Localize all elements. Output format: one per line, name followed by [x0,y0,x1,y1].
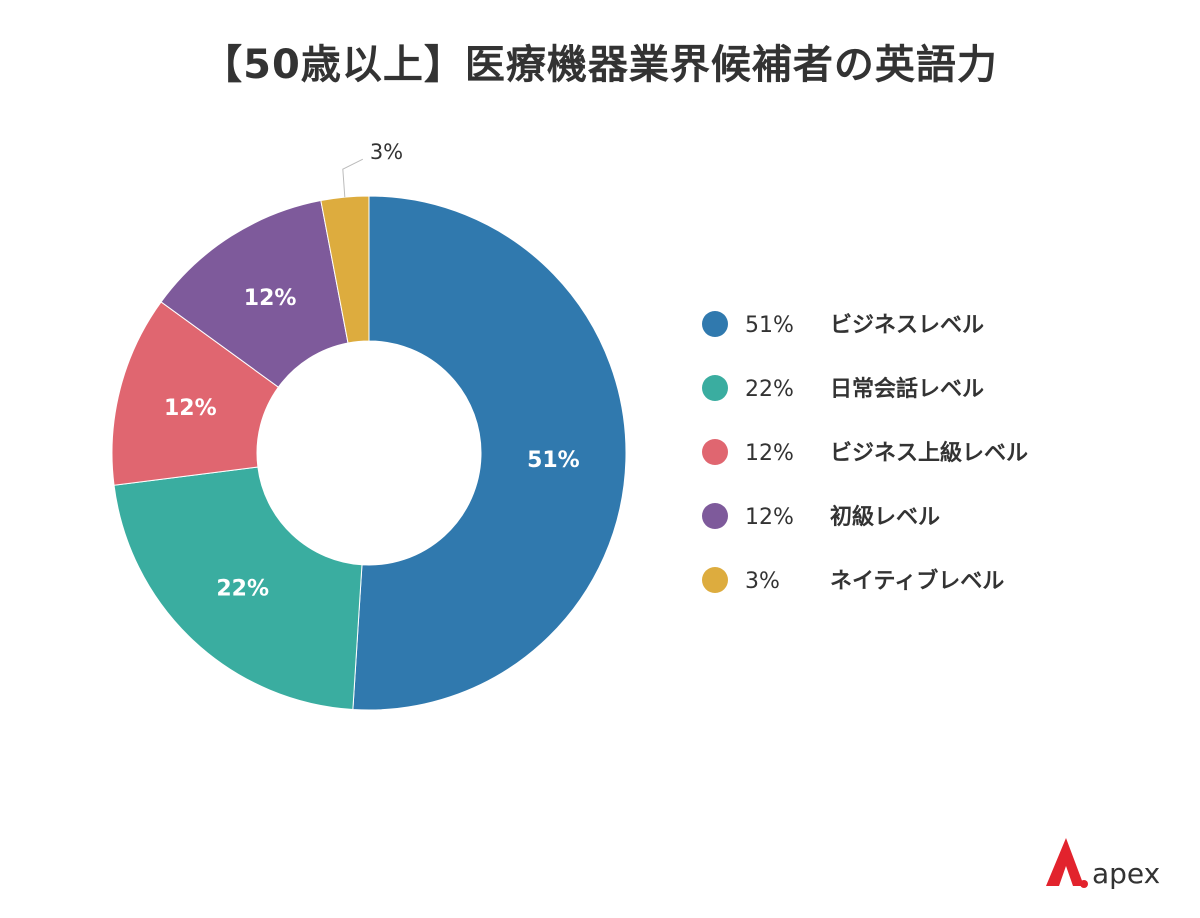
legend-label-3: 初級レベル [830,504,940,530]
legend-value-4: 3% [745,569,780,594]
legend: 51% ビジネスレベル 22% 日常会話レベル 12% ビジネス上級レベル 12% 初級レベル… [702,311,1028,594]
chart-title: 【50歳以上】医療機器業界候補者の英語力 [202,42,998,88]
legend-label-1: 日常会話レベル [830,376,984,402]
legend-swatch-2 [702,439,728,465]
slice-0 [352,195,627,711]
slice-labels: 51% 22% 12% 12% 3% [164,140,580,601]
legend-swatch-1 [702,375,728,401]
legend-value-1: 22% [745,377,794,402]
legend-swatch-4 [702,567,728,593]
slice-leader-line-4 [342,158,364,198]
slice-4 [320,195,370,344]
brand-logo: apex [1046,838,1160,890]
slice-2 [111,301,280,486]
legend-label-4: ネイティブレベル [830,568,1004,594]
legend-value-0: 51% [745,313,794,338]
brand-name: apex [1092,857,1160,890]
donut-slices [111,195,627,711]
legend-value-2: 12% [745,441,794,466]
brand-logo-dot [1080,880,1088,888]
slice-label-1: 22% [216,576,269,601]
legend-value-3: 12% [745,505,794,530]
legend-label-2: ビジネス上級レベル [830,440,1028,466]
slice-label-2: 12% [164,396,217,421]
legend-swatch-0 [702,311,728,337]
slice-label-4: 3% [370,140,403,164]
legend-label-0: ビジネスレベル [830,313,984,338]
slice-1 [113,466,363,711]
slice-label-3: 12% [244,286,297,311]
legend-swatch-3 [702,503,728,529]
slice-3 [160,199,349,388]
brand-logo-icon [1046,838,1084,886]
slice-label-0: 51% [527,448,580,473]
